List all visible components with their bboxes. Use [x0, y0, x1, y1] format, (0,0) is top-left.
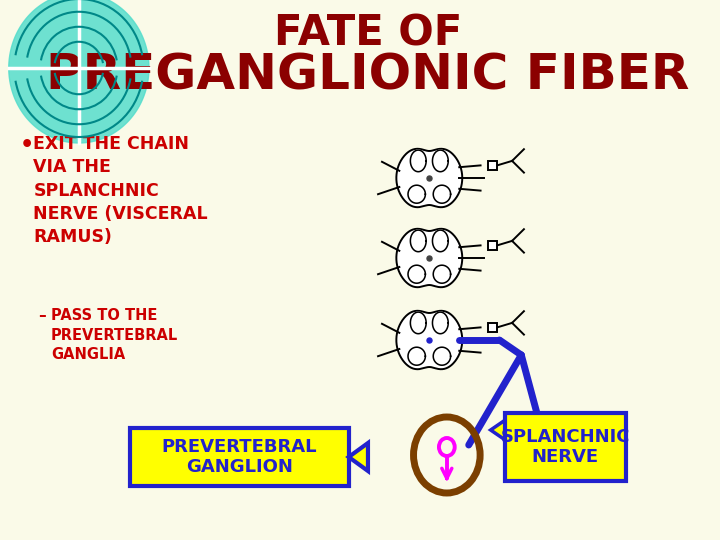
Polygon shape — [396, 311, 462, 369]
Text: SPLANCHNIC
NERVE: SPLANCHNIC NERVE — [500, 428, 630, 467]
FancyBboxPatch shape — [487, 323, 497, 332]
Polygon shape — [410, 150, 426, 172]
Polygon shape — [490, 418, 508, 442]
Text: –: – — [39, 308, 46, 323]
FancyBboxPatch shape — [487, 161, 497, 170]
Polygon shape — [410, 312, 426, 334]
Polygon shape — [410, 230, 426, 252]
FancyBboxPatch shape — [487, 241, 497, 250]
Polygon shape — [396, 229, 462, 287]
Polygon shape — [408, 347, 426, 365]
Polygon shape — [408, 185, 426, 203]
Polygon shape — [433, 265, 451, 283]
FancyBboxPatch shape — [130, 428, 348, 486]
Polygon shape — [396, 149, 462, 207]
Polygon shape — [433, 312, 449, 334]
Text: PREVERTEBRAL
GANGLION: PREVERTEBRAL GANGLION — [161, 437, 317, 476]
Text: •: • — [19, 135, 34, 155]
FancyBboxPatch shape — [505, 413, 626, 481]
Polygon shape — [408, 265, 426, 283]
Polygon shape — [433, 347, 451, 365]
Text: PREGANGLIONIC FIBER: PREGANGLIONIC FIBER — [46, 52, 690, 100]
Polygon shape — [433, 230, 449, 252]
Text: PASS TO THE
PREVERTEBRAL
GANGLIA: PASS TO THE PREVERTEBRAL GANGLIA — [51, 308, 178, 362]
Polygon shape — [433, 150, 449, 172]
Text: FATE OF: FATE OF — [274, 12, 462, 54]
Polygon shape — [433, 185, 451, 203]
Polygon shape — [9, 0, 149, 143]
Text: EXIT THE CHAIN
VIA THE
SPLANCHNIC
NERVE (VISCERAL
RAMUS): EXIT THE CHAIN VIA THE SPLANCHNIC NERVE … — [33, 135, 208, 246]
Polygon shape — [348, 443, 368, 471]
